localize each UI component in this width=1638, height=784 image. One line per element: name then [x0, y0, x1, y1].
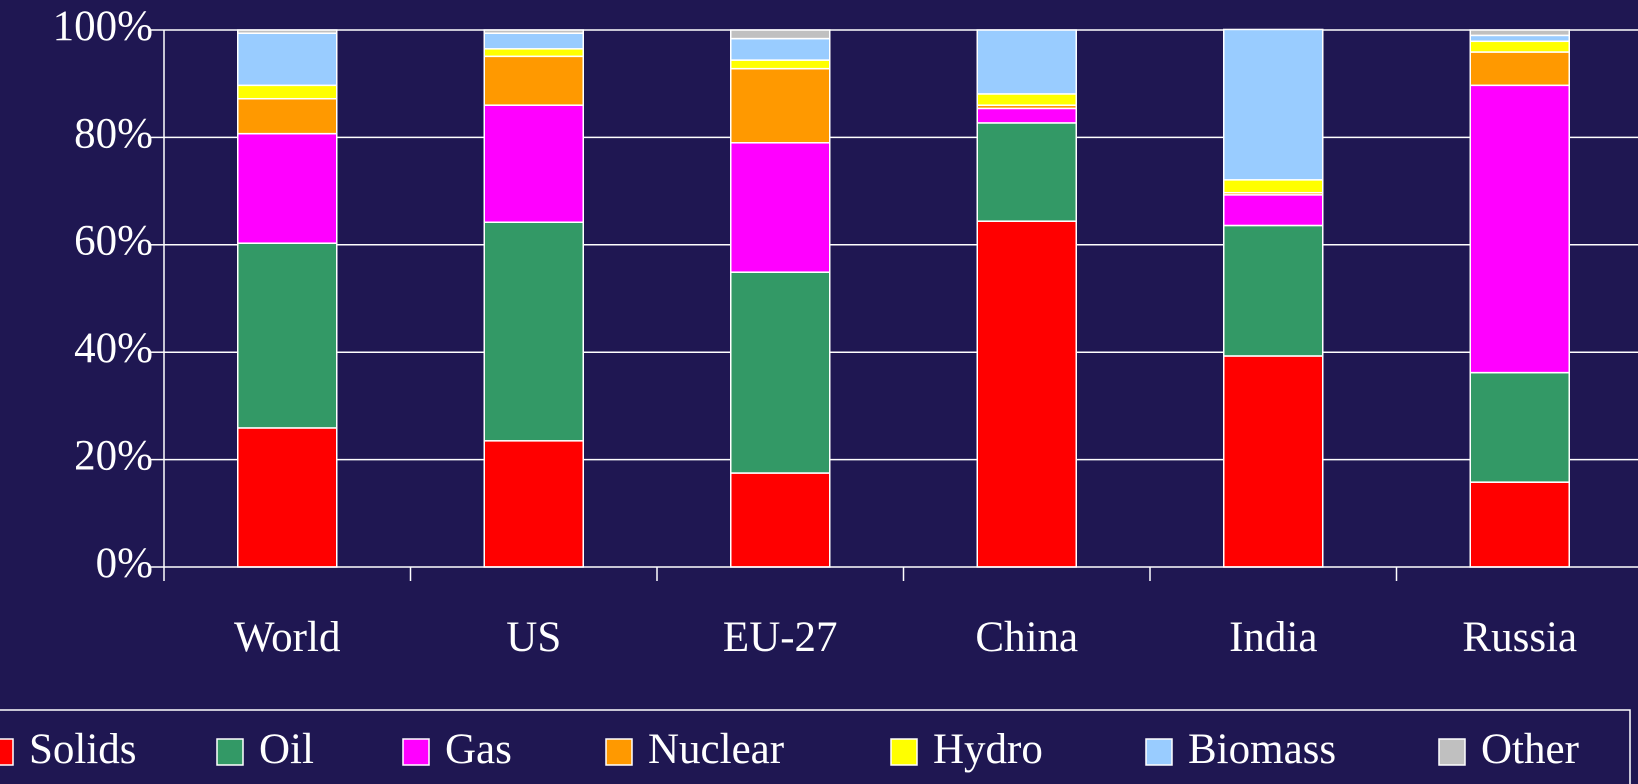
x-tick-label: Russia — [1462, 614, 1577, 661]
legend-swatch — [402, 738, 430, 766]
bar-segment — [1223, 28, 1324, 181]
bar-segment — [730, 472, 831, 568]
legend-swatch — [605, 738, 633, 766]
legend-swatch — [1145, 738, 1173, 766]
bar-segment — [237, 32, 338, 87]
y-tick-label: 0% — [96, 540, 153, 587]
legend-label: Solids — [29, 726, 137, 773]
bar-segment — [483, 32, 584, 50]
bar-segment — [1223, 355, 1324, 568]
legend-swatch — [890, 738, 918, 766]
bar-segment — [976, 29, 1077, 95]
bar-segment — [976, 93, 1077, 106]
bar-segment — [483, 48, 584, 58]
y-tick-label: 80% — [74, 110, 153, 157]
bar-segment — [237, 97, 338, 135]
bar-segment — [483, 104, 584, 223]
legend-box — [0, 709, 1631, 784]
bar-segment — [1469, 371, 1570, 483]
bar-segment — [730, 142, 831, 273]
bar-segment — [1469, 29, 1570, 37]
bar-segment — [976, 107, 1077, 124]
bar-segment — [483, 55, 584, 106]
bar-segment — [237, 242, 338, 429]
bar-segment — [730, 37, 831, 61]
y-tick-label: 60% — [74, 218, 153, 265]
bar-segment — [483, 221, 584, 442]
x-tick-label: US — [506, 614, 561, 661]
bar-segment — [1469, 34, 1570, 43]
legend-swatch — [216, 738, 244, 766]
legend-label: Oil — [259, 726, 314, 773]
bar-segment — [1223, 194, 1324, 227]
legend-label: Biomass — [1188, 726, 1336, 773]
bar-segment — [730, 59, 831, 70]
y-tick-label: 100% — [53, 3, 153, 50]
bar-segment — [976, 220, 1077, 568]
legend-label: Other — [1481, 726, 1579, 773]
x-tick-label: India — [1229, 614, 1317, 661]
y-tick-label: 40% — [74, 325, 153, 372]
bar-segment — [1469, 481, 1570, 568]
bar-segment — [730, 271, 831, 474]
bar-segment — [237, 84, 338, 100]
bar-segment — [237, 427, 338, 568]
x-tick-label: World — [234, 614, 340, 661]
legend-label: Hydro — [933, 726, 1043, 773]
bar-segment — [1223, 179, 1324, 194]
bar-segment — [237, 29, 338, 34]
bar-segment — [976, 122, 1077, 222]
bar-segment — [483, 440, 584, 568]
bar-segment — [1469, 51, 1570, 87]
y-tick-label: 20% — [74, 432, 153, 479]
legend-label: Gas — [445, 726, 512, 773]
legend-swatch — [1438, 738, 1466, 766]
bar-segment — [237, 132, 338, 244]
bar-segment — [1223, 224, 1324, 357]
bar-segment — [1469, 84, 1570, 374]
bar-segment — [483, 29, 584, 34]
x-tick-label: EU-27 — [723, 614, 838, 661]
legend-swatch — [0, 738, 14, 766]
bar-segment — [1469, 40, 1570, 53]
bar-segment — [730, 29, 831, 40]
x-tick-label: China — [975, 614, 1078, 661]
legend-label: Nuclear — [648, 726, 784, 773]
bar-segment — [730, 67, 831, 144]
